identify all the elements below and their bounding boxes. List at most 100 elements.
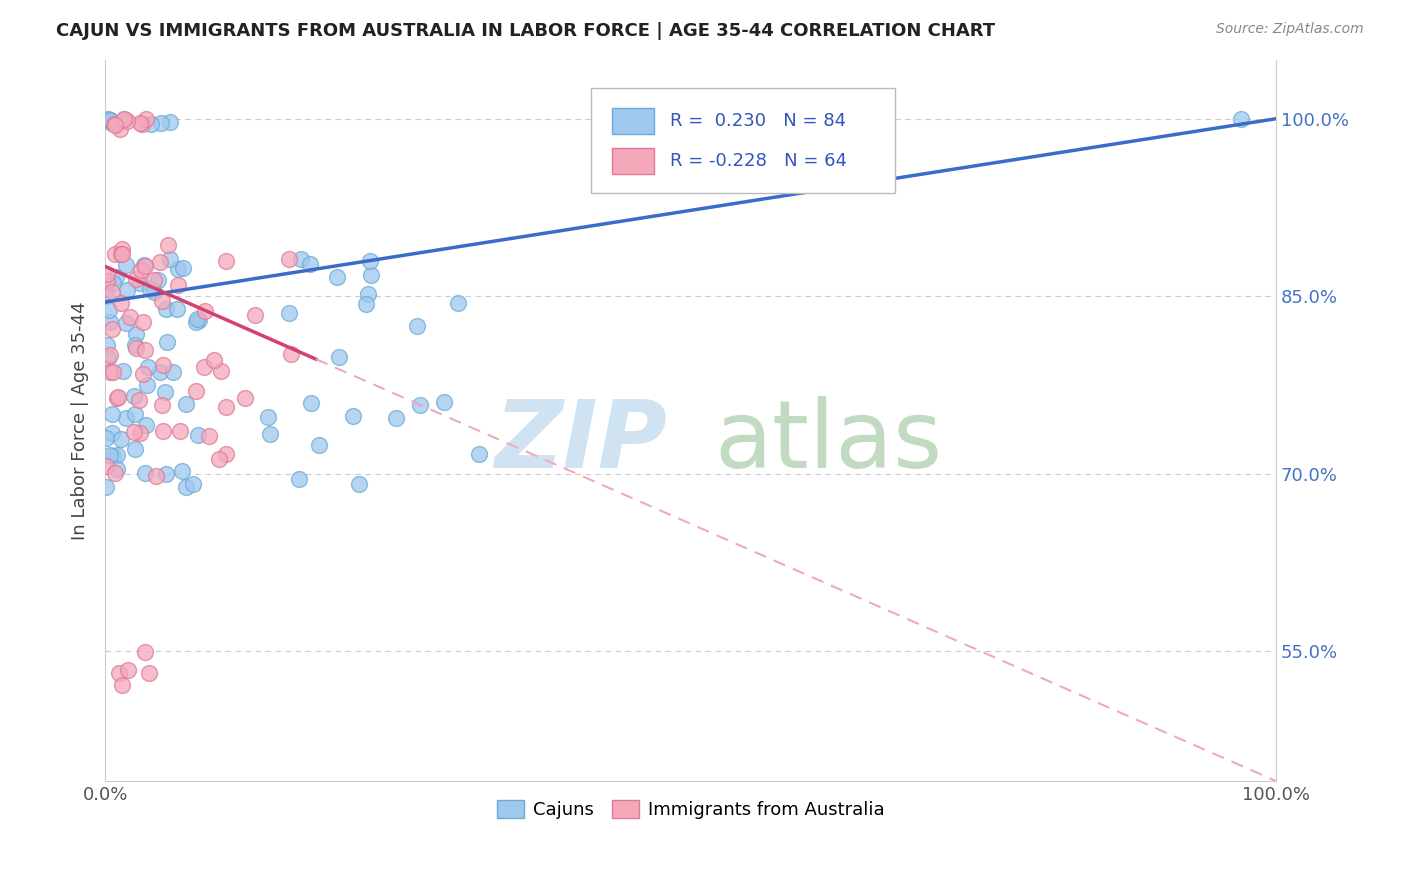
- Point: [98, 112, 121, 127]
- Point: [172, 260, 194, 275]
- Point: [357, 287, 380, 301]
- Point: [152, 293, 174, 308]
- Point: [125, 272, 148, 286]
- Text: Source: ZipAtlas.com: Source: ZipAtlas.com: [1216, 22, 1364, 37]
- Point: [308, 438, 330, 452]
- Point: [138, 665, 160, 680]
- Point: [134, 645, 156, 659]
- Point: [243, 308, 266, 322]
- Point: [105, 462, 128, 476]
- Point: [129, 262, 152, 277]
- Point: [124, 442, 146, 456]
- Point: [326, 270, 349, 285]
- Point: [409, 398, 432, 412]
- Point: [328, 350, 350, 364]
- Point: [98, 315, 121, 329]
- Point: [135, 112, 157, 127]
- Point: [128, 115, 150, 129]
- Point: [96, 274, 118, 288]
- Point: [112, 112, 135, 127]
- Point: [112, 112, 135, 126]
- Point: [166, 301, 188, 316]
- Point: [159, 115, 181, 129]
- Point: [446, 296, 468, 310]
- Point: [169, 424, 191, 438]
- Point: [125, 341, 148, 355]
- Point: [280, 347, 302, 361]
- Point: [134, 467, 156, 481]
- Point: [257, 409, 280, 424]
- Point: [101, 364, 124, 378]
- Text: atlas: atlas: [714, 396, 942, 488]
- Point: [139, 117, 162, 131]
- Point: [143, 285, 166, 300]
- Point: [115, 258, 138, 272]
- Point: [347, 476, 370, 491]
- Point: [145, 469, 167, 483]
- Text: ZIP: ZIP: [495, 396, 668, 488]
- FancyBboxPatch shape: [612, 108, 654, 134]
- Point: [131, 367, 153, 381]
- Point: [155, 301, 177, 316]
- Point: [98, 366, 121, 380]
- Point: [111, 243, 134, 257]
- Point: [354, 297, 377, 311]
- Point: [124, 425, 146, 439]
- Point: [432, 395, 454, 409]
- Point: [110, 432, 132, 446]
- Point: [110, 678, 132, 692]
- Point: [111, 247, 134, 261]
- Point: [187, 428, 209, 442]
- Text: R = -0.228   N = 64: R = -0.228 N = 64: [669, 152, 846, 169]
- Point: [342, 409, 364, 423]
- Point: [143, 272, 166, 286]
- Point: [101, 276, 124, 290]
- Point: [96, 431, 118, 445]
- Point: [170, 464, 193, 478]
- Point: [111, 364, 134, 378]
- Point: [96, 459, 118, 474]
- Point: [468, 447, 491, 461]
- Point: [167, 277, 190, 292]
- Point: [259, 426, 281, 441]
- Point: [174, 481, 197, 495]
- Point: [193, 359, 215, 374]
- Point: [159, 252, 181, 266]
- Point: [134, 258, 156, 272]
- Point: [101, 426, 124, 441]
- Point: [103, 449, 125, 463]
- Point: [101, 322, 124, 336]
- Point: [107, 390, 129, 404]
- FancyBboxPatch shape: [612, 147, 654, 174]
- Point: [278, 252, 301, 266]
- Point: [97, 302, 120, 317]
- Point: [98, 448, 121, 462]
- Point: [187, 313, 209, 327]
- Point: [215, 400, 238, 414]
- Text: CAJUN VS IMMIGRANTS FROM AUSTRALIA IN LABOR FORCE | AGE 35-44 CORRELATION CHART: CAJUN VS IMMIGRANTS FROM AUSTRALIA IN LA…: [56, 22, 995, 40]
- Point: [148, 365, 170, 379]
- Point: [129, 276, 152, 290]
- Point: [1230, 112, 1253, 126]
- Point: [98, 114, 121, 128]
- Point: [132, 315, 155, 329]
- Point: [299, 257, 322, 271]
- Point: [101, 407, 124, 421]
- Point: [124, 407, 146, 421]
- Point: [110, 296, 132, 310]
- Point: [128, 393, 150, 408]
- Point: [288, 472, 311, 486]
- Point: [107, 665, 129, 680]
- Point: [134, 343, 156, 357]
- Point: [100, 112, 122, 127]
- Point: [129, 425, 152, 440]
- Point: [136, 360, 159, 375]
- Point: [117, 663, 139, 677]
- Point: [181, 476, 204, 491]
- Point: [103, 118, 125, 132]
- Point: [150, 116, 173, 130]
- Point: [405, 318, 427, 333]
- Point: [277, 306, 299, 320]
- Point: [174, 397, 197, 411]
- Point: [117, 283, 139, 297]
